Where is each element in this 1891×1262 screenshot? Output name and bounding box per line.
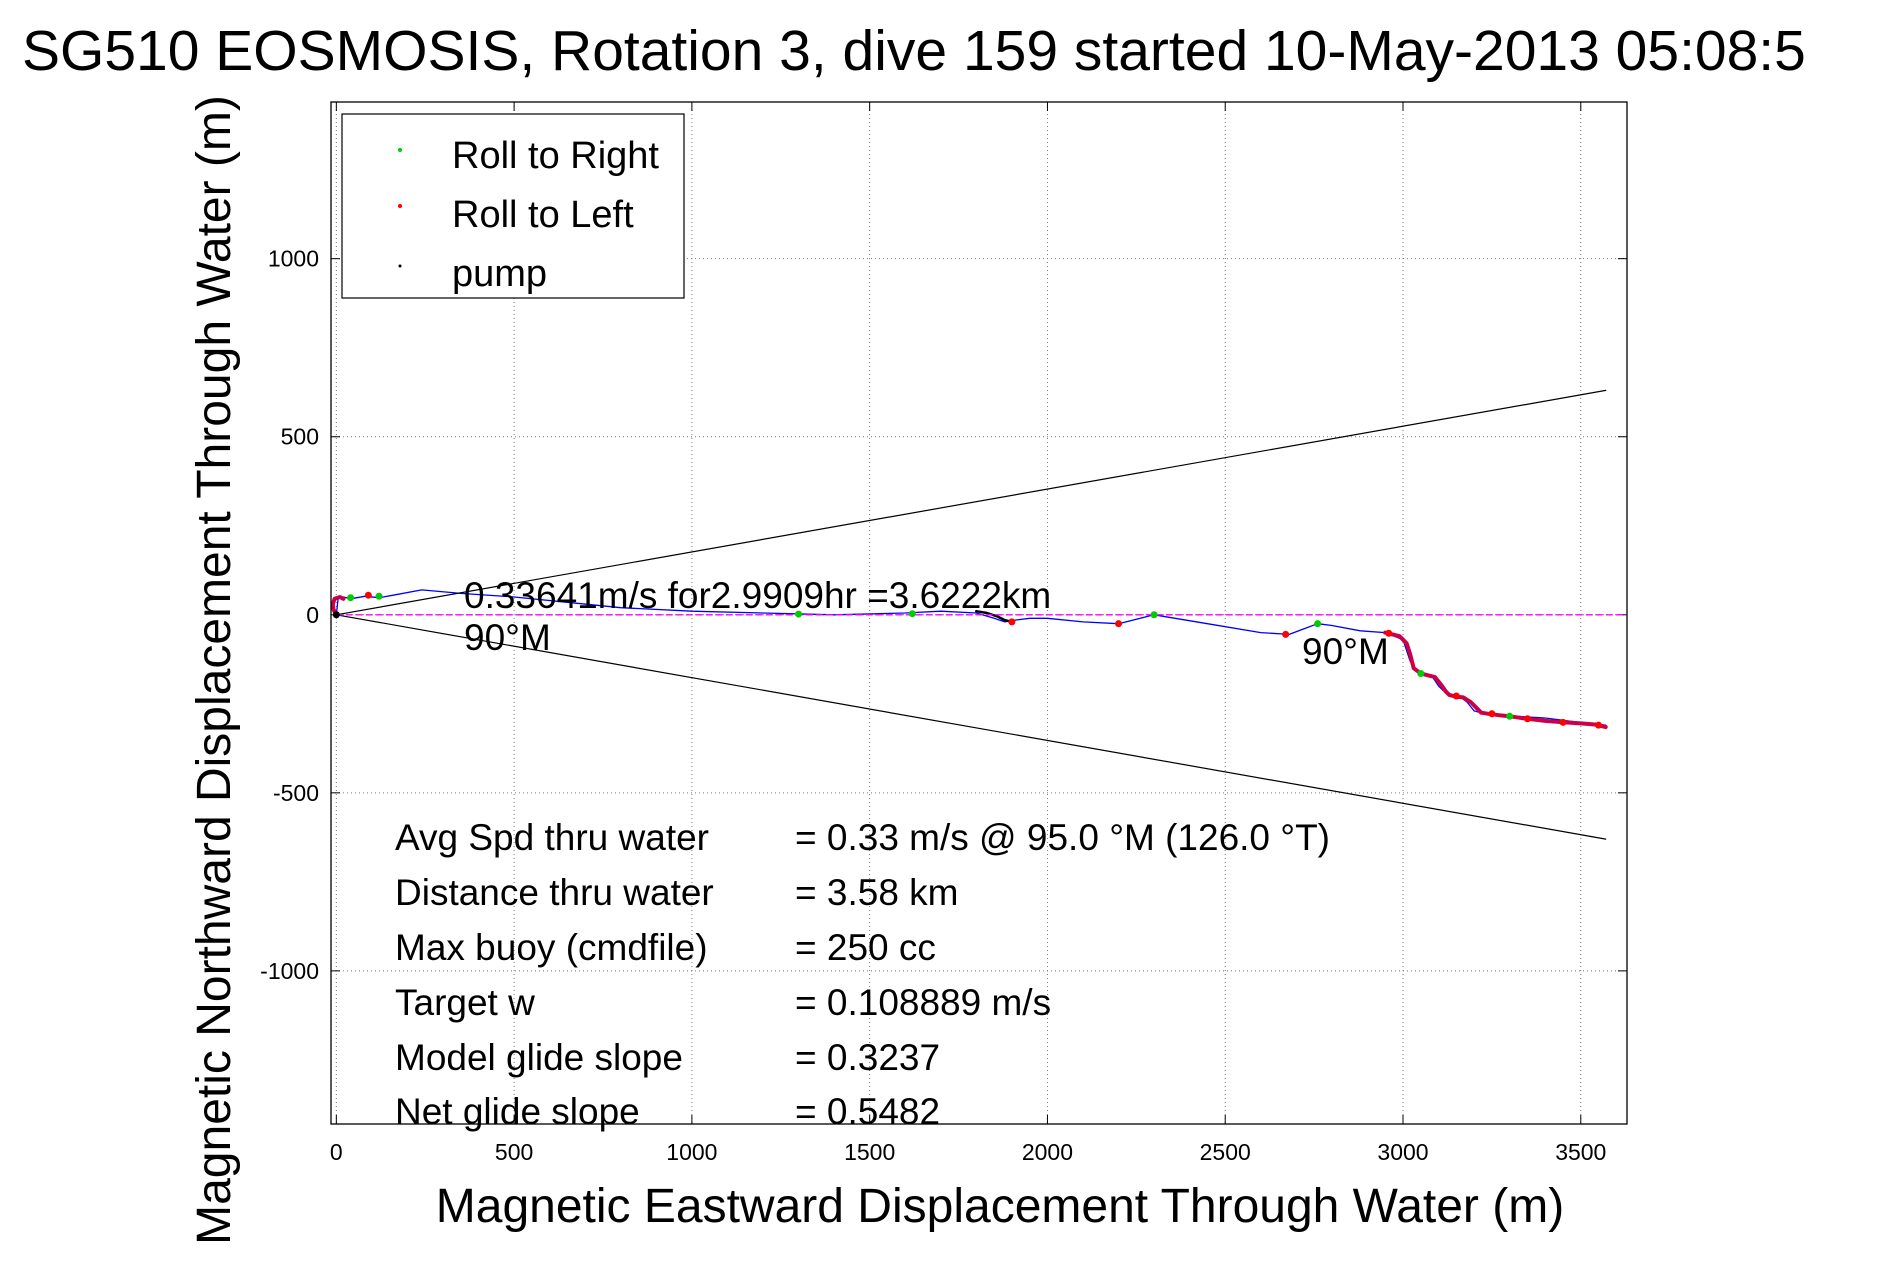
x-tick-label: 3000	[1377, 1139, 1428, 1165]
marker-roll-left	[1282, 630, 1290, 638]
stat-label-model-glide: Model glide slope	[395, 1037, 683, 1078]
stat-value-target-w: = 0.108889 m/s	[795, 982, 1051, 1023]
marker-pump	[332, 611, 340, 619]
legend-label-roll-left: Roll to Left	[452, 194, 634, 236]
y-tick-label: 1000	[268, 246, 319, 272]
marker-roll-left	[1385, 629, 1393, 637]
series-line	[335, 389, 1607, 616]
marker-roll-left	[1115, 620, 1123, 628]
marker-roll-left	[1452, 692, 1460, 700]
stat-label-avg-speed: Avg Spd thru water	[395, 817, 709, 858]
legend-marker-pump	[398, 264, 402, 268]
marker-roll-left	[1488, 710, 1496, 718]
stat-value-model-glide: = 0.3237	[795, 1037, 940, 1078]
markers-group	[332, 591, 1603, 729]
chart-title: SG510 EOSMOSIS, Rotation 3, dive 159 sta…	[22, 19, 1806, 83]
marker-roll-right	[1314, 620, 1322, 628]
y-axis-label: Magnetic Northward Displacement Through …	[188, 95, 241, 1245]
x-tick-label: 2000	[1022, 1139, 1073, 1165]
legend-marker-roll-left	[398, 204, 402, 208]
marker-roll-right	[795, 610, 803, 618]
marker-roll-right	[1506, 712, 1514, 720]
ticks: 0 500 1000 1500 2000 2500 3000 3500 -1000 -500 0 50…	[260, 246, 1606, 1165]
y-tick-label: 500	[281, 424, 319, 450]
x-tick-label: 500	[495, 1139, 533, 1165]
plot-frame	[330, 101, 1628, 1125]
y-tick-label: -500	[273, 780, 319, 806]
stat-label-net-glide: Net glide slope	[395, 1091, 640, 1132]
legend: Roll to Right Roll to Left pump	[341, 113, 685, 299]
x-tick-label: 2500	[1200, 1139, 1251, 1165]
stat-label-distance: Distance thru water	[395, 872, 714, 913]
x-tick-label: 1000	[666, 1139, 717, 1165]
y-tick-label: 0	[306, 602, 319, 628]
marker-roll-left	[1595, 721, 1603, 729]
series-line	[1383, 630, 1608, 729]
series-line	[975, 609, 1014, 624]
legend-label-roll-right: Roll to Right	[452, 135, 659, 177]
speed-annotation: 0.33641m/s for2.9909hr =3.6222km	[464, 575, 1051, 616]
marker-roll-left	[364, 591, 372, 599]
marker-roll-left	[1559, 718, 1567, 726]
stat-value-max-buoy: = 250 cc	[795, 927, 936, 968]
marker-roll-left	[1008, 618, 1016, 626]
marker-roll-left	[1523, 715, 1531, 723]
heading-annotation: 90°M	[464, 617, 551, 658]
stat-value-net-glide: = 0.5482	[795, 1091, 940, 1132]
x-axis-label: Magnetic Eastward Displacement Through W…	[436, 1180, 1564, 1233]
stat-label-target-w: Target w	[395, 982, 535, 1023]
end-heading-annotation: 90°M	[1302, 631, 1389, 672]
x-tick-label: 1500	[844, 1139, 895, 1165]
series-line	[335, 614, 1607, 840]
series-group	[330, 389, 1628, 840]
series-line	[330, 595, 346, 617]
legend-label-pump: pump	[452, 253, 547, 295]
marker-roll-right	[375, 592, 383, 600]
stat-label-max-buoy: Max buoy (cmdfile)	[395, 927, 708, 968]
x-tick-label: 3500	[1555, 1139, 1606, 1165]
y-tick-label: -1000	[260, 958, 319, 984]
legend-marker-roll-right	[398, 148, 402, 152]
x-tick-label: 0	[330, 1139, 343, 1165]
marker-roll-right	[347, 594, 355, 602]
marker-roll-right	[1417, 670, 1425, 678]
stat-value-avg-speed: = 0.33 m/s @ 95.0 °M (126.0 °T)	[795, 817, 1330, 858]
stat-value-distance: = 3.58 km	[795, 872, 959, 913]
marker-roll-right	[908, 610, 916, 618]
marker-roll-right	[1150, 611, 1158, 619]
stats-block: Avg Spd thru water = 0.33 m/s @ 95.0 °M …	[395, 817, 1330, 1132]
